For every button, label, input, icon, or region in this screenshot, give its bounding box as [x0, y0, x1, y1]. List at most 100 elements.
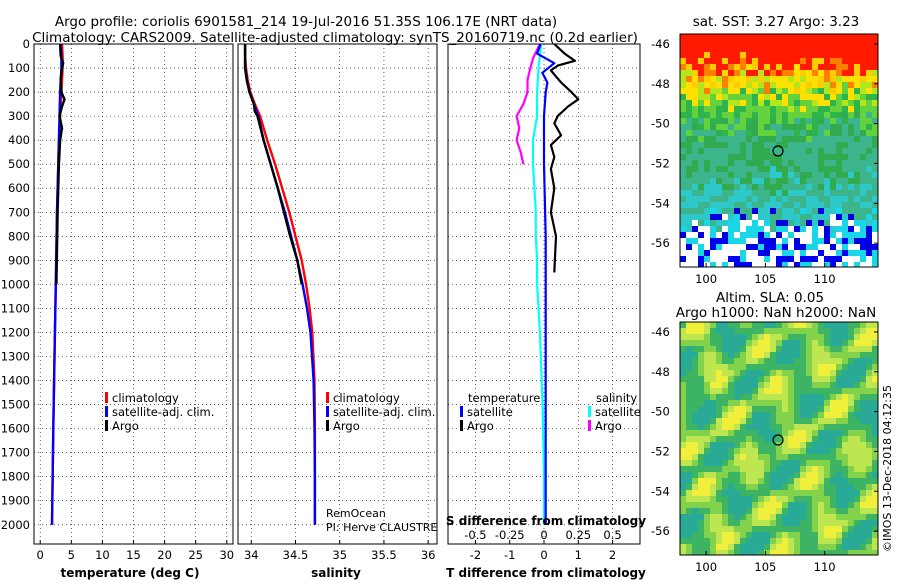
sst-map-cell — [776, 196, 782, 202]
legend-label-satellite: satellite-adj. clim. — [112, 405, 214, 419]
sla-map-cell — [794, 418, 800, 424]
sla-map-cell — [752, 412, 758, 418]
sst-map-cell — [728, 34, 734, 40]
sla-map-cell — [734, 424, 740, 430]
sla-map-cell — [692, 460, 698, 466]
sst-map-cell — [704, 130, 710, 136]
sst-map-cell — [746, 118, 752, 124]
sla-map-cell — [842, 538, 848, 544]
sst-map-cell — [686, 106, 692, 112]
sla-map-cell — [716, 502, 722, 508]
sla-map-cell — [716, 328, 722, 334]
sla-map-cell — [698, 406, 704, 412]
sla-map-cell — [716, 544, 722, 550]
sla-map-cell — [854, 418, 860, 424]
sst-map-cell — [716, 244, 722, 250]
sst-map-cell — [692, 256, 698, 262]
sla-map-cell — [680, 532, 686, 538]
sla-map-cell — [818, 448, 824, 454]
sla-map-cell — [860, 478, 866, 484]
sst-map-cell — [806, 58, 812, 64]
sst-map-cell — [680, 196, 686, 202]
sla-map-cell — [854, 358, 860, 364]
sla-map-cell — [686, 430, 692, 436]
sst-map-cell — [710, 130, 716, 136]
sst-map-cell — [722, 94, 728, 100]
sst-map-cell — [866, 208, 872, 214]
sla-map-cell — [698, 472, 704, 478]
sst-map-cell — [758, 142, 764, 148]
sst-map-cell — [824, 184, 830, 190]
sla-map-cell — [842, 418, 848, 424]
sla-map-cell — [764, 478, 770, 484]
legend-swatch-temp-argo — [460, 420, 463, 431]
sla-map-cell — [764, 442, 770, 448]
sst-map-cell — [728, 70, 734, 76]
sst-map-cell — [746, 106, 752, 112]
sst-map-cell — [680, 34, 686, 40]
sla-map-cell — [728, 466, 734, 472]
sst-map-cell — [830, 214, 836, 220]
sla-map-cell — [806, 412, 812, 418]
sla-map-cell — [686, 352, 692, 358]
sla-map-cell — [830, 382, 836, 388]
sla-map-cell — [788, 364, 794, 370]
sst-map-cell — [752, 238, 758, 244]
sst-map-cell — [776, 190, 782, 196]
sst-map-cell — [746, 208, 752, 214]
sla-map-cell — [758, 478, 764, 484]
sla-map-cell — [830, 328, 836, 334]
sst-map-cell — [812, 106, 818, 112]
sst-map-cell — [848, 106, 854, 112]
sla-map-cell — [746, 442, 752, 448]
sla-map-cell — [842, 496, 848, 502]
sla-map-cell — [788, 394, 794, 400]
sla-map-cell — [830, 358, 836, 364]
sla-map-cell — [842, 478, 848, 484]
sst-map-cell — [812, 178, 818, 184]
sst-map-cell — [734, 262, 740, 267]
sst-map-cell — [740, 112, 746, 118]
sla-map-cell — [854, 490, 860, 496]
sst-map-cell — [806, 76, 812, 82]
sst-map-cell — [818, 130, 824, 136]
sst-map-cell — [710, 70, 716, 76]
sla-map-cell — [806, 502, 812, 508]
sst-map-cell — [776, 76, 782, 82]
sst-map-cell — [776, 160, 782, 166]
sst-map-cell — [818, 214, 824, 220]
sst-map-cell — [752, 64, 758, 70]
sst-map-cell — [776, 256, 782, 262]
sla-map-cell — [842, 484, 848, 490]
difference-s-tick-label: -0.5 — [464, 528, 486, 542]
sst-map-cell — [722, 262, 728, 267]
sla-map-cell — [860, 514, 866, 520]
sla-map-cell — [800, 496, 806, 502]
sla-map-cell — [800, 430, 806, 436]
sst-map-cell — [722, 202, 728, 208]
sla-map-cell — [716, 412, 722, 418]
sla-map-cell — [770, 334, 776, 340]
sla-map-cell — [752, 460, 758, 466]
sla-map-cell — [866, 424, 872, 430]
sst-map-cell — [818, 88, 824, 94]
sst-map-cell — [740, 250, 746, 256]
sst-map-cell — [716, 214, 722, 220]
sst-map-cell — [770, 202, 776, 208]
sst-map-cell — [740, 142, 746, 148]
sla-map-cell — [842, 514, 848, 520]
sst-map-cell — [824, 52, 830, 58]
sla-map-cell — [758, 544, 764, 550]
sla-map-cell — [758, 538, 764, 544]
sla-map-cell — [710, 454, 716, 460]
sla-map-cell — [806, 454, 812, 460]
sla-map-cell — [698, 484, 704, 490]
sla-map-cell — [698, 508, 704, 514]
sst-map-cell — [824, 238, 830, 244]
sla-map-cell — [794, 496, 800, 502]
sla-map-cell — [752, 364, 758, 370]
sst-map-cell — [794, 106, 800, 112]
sla-map-cell — [788, 400, 794, 406]
sla-map-cell — [854, 400, 860, 406]
sla-map-cell — [728, 472, 734, 478]
